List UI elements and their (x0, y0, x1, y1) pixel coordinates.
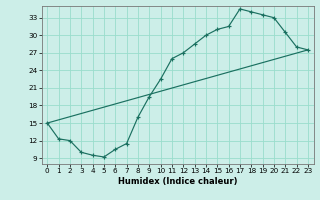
X-axis label: Humidex (Indice chaleur): Humidex (Indice chaleur) (118, 177, 237, 186)
